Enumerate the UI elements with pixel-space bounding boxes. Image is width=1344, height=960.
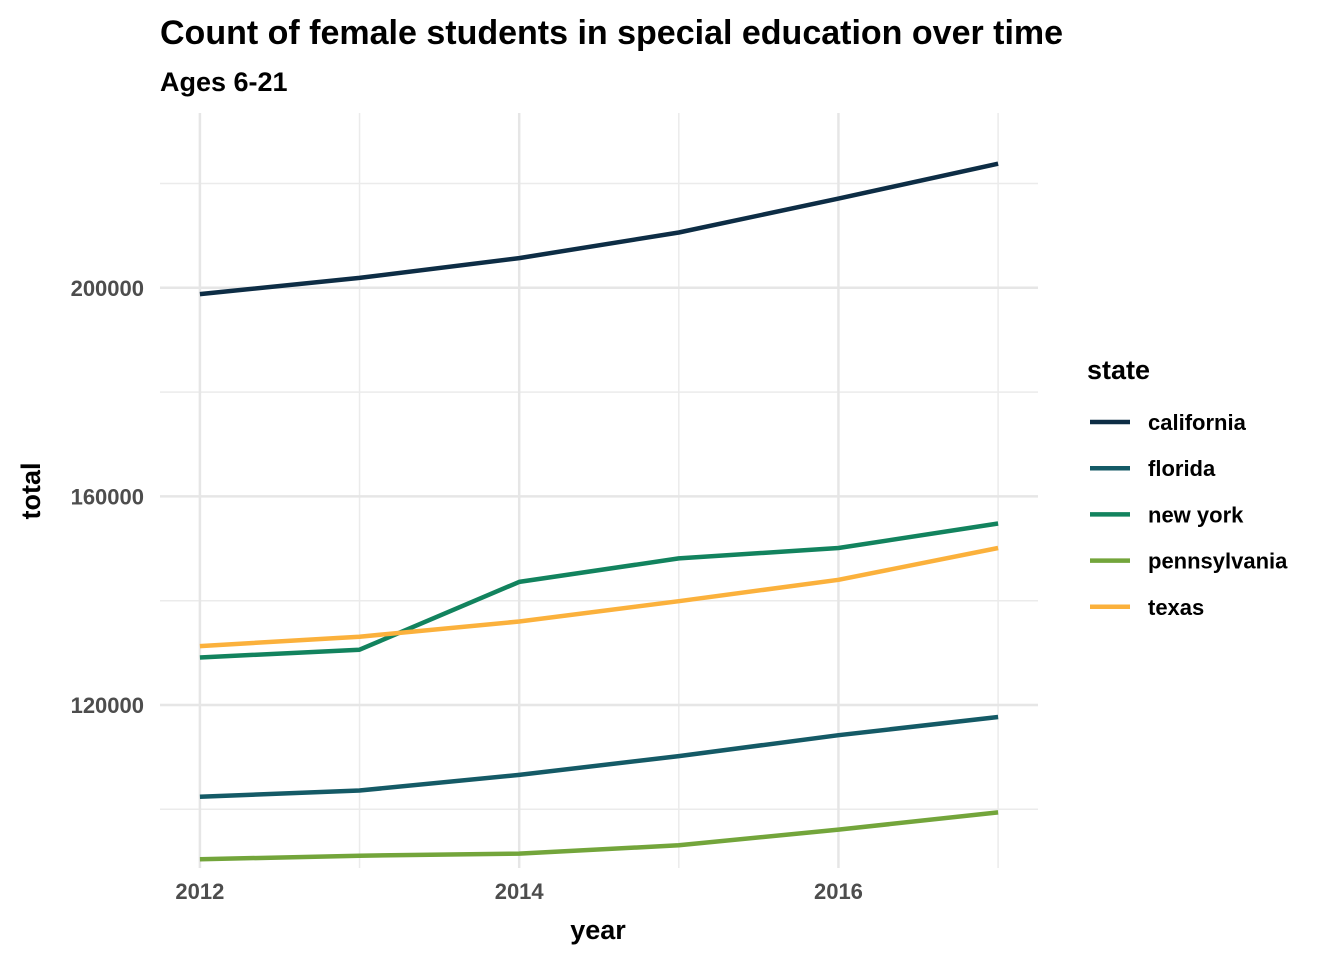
series-line-new-york xyxy=(199,521,999,660)
x-tick-label: 2012 xyxy=(175,879,224,904)
legend-label: texas xyxy=(1148,595,1204,620)
legend: state california florida new york pennsylva… xyxy=(1087,355,1288,620)
legend-label: florida xyxy=(1148,456,1216,481)
chart-subtitle: Ages 6-21 xyxy=(160,67,288,97)
y-axis-title: total xyxy=(16,463,46,520)
x-axis-title: year xyxy=(570,915,626,945)
legend-items: california florida new york pennsylvania tex… xyxy=(1090,410,1288,620)
series-line-texas xyxy=(199,545,999,649)
legend-title: state xyxy=(1087,355,1150,385)
series-line-florida xyxy=(199,714,999,800)
legend-item-texas: texas xyxy=(1090,595,1204,620)
series-line-pennsylvania xyxy=(199,810,999,862)
y-tick-label: 160000 xyxy=(71,484,144,509)
x-axis-ticks: 2012 2014 2016 xyxy=(175,879,862,904)
legend-label: pennsylvania xyxy=(1148,549,1288,574)
x-tick-label: 2016 xyxy=(814,879,863,904)
legend-item-florida: florida xyxy=(1090,456,1216,481)
legend-item-new-york: new york xyxy=(1090,502,1244,527)
series-lines xyxy=(199,161,999,862)
chart-title: Count of female students in special educ… xyxy=(160,14,1063,52)
y-tick-label: 120000 xyxy=(71,693,144,718)
x-tick-label: 2014 xyxy=(495,879,545,904)
legend-label: california xyxy=(1148,410,1247,435)
series-line-california xyxy=(199,161,999,297)
legend-label: new york xyxy=(1148,502,1244,527)
grid xyxy=(160,113,1038,868)
legend-item-california: california xyxy=(1090,410,1247,435)
y-tick-label: 200000 xyxy=(71,276,144,301)
legend-item-pennsylvania: pennsylvania xyxy=(1090,549,1288,574)
y-axis-ticks: 120000 160000 200000 xyxy=(71,276,144,718)
